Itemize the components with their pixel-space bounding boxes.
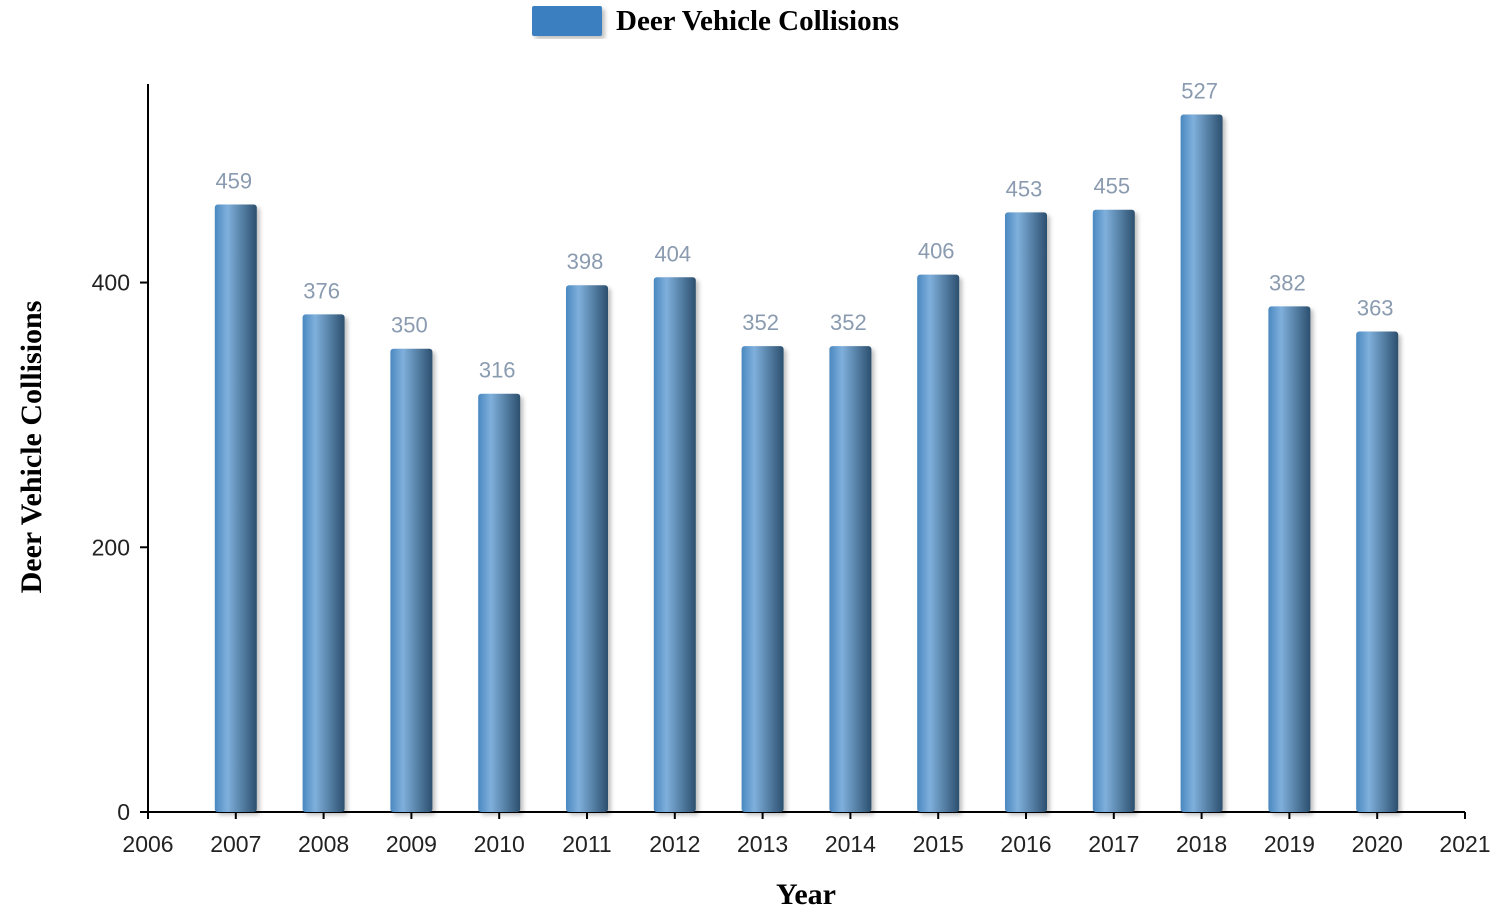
x-tick-label: 2009 — [386, 831, 437, 857]
x-tick-label: 2012 — [649, 831, 700, 857]
x-tick-label: 2015 — [913, 831, 964, 857]
bar-2017 — [1092, 209, 1135, 812]
y-axis-ticks: 0 200 400 — [92, 270, 148, 825]
data-label-2012: 404 — [654, 241, 691, 266]
x-axis-title: Year — [776, 878, 836, 911]
data-label-2009: 350 — [391, 313, 428, 338]
x-tick-label: 2007 — [210, 831, 261, 857]
bar-2010 — [478, 393, 521, 812]
legend: Deer Vehicle Collisions — [532, 5, 899, 37]
data-label-2014: 352 — [830, 310, 867, 335]
data-labels: 459 376 350 316 398 404 352 352 406 453 455 527 382 3… — [215, 78, 1393, 382]
bar-2009 — [390, 348, 433, 812]
x-tick-label: 2021 — [1439, 831, 1490, 857]
legend-label: Deer Vehicle Collisions — [616, 5, 899, 37]
data-label-2016: 453 — [1006, 176, 1043, 201]
x-axis-ticks: 2006 2007 2008 2009 2010 2011 2012 2013 2014 2015… — [122, 812, 1491, 857]
bar-2019 — [1268, 306, 1311, 812]
x-tick-label: 2020 — [1352, 831, 1403, 857]
data-label-2010: 316 — [479, 358, 516, 383]
x-tick-label: 2006 — [122, 831, 173, 857]
x-tick-label: 2018 — [1176, 831, 1227, 857]
x-tick-label: 2019 — [1264, 831, 1315, 857]
data-label-2019: 382 — [1269, 270, 1306, 295]
bar-2018 — [1180, 114, 1223, 813]
x-tick-label: 2017 — [1088, 831, 1139, 857]
bar-2016 — [1005, 212, 1047, 813]
bar-2011 — [566, 285, 608, 812]
data-label-2018: 527 — [1181, 78, 1218, 103]
data-label-2017: 455 — [1093, 174, 1130, 199]
y-tick-label: 400 — [92, 270, 130, 296]
x-tick-label: 2016 — [1000, 831, 1051, 857]
y-tick-label: 0 — [117, 799, 130, 825]
x-tick-label: 2013 — [737, 831, 788, 857]
bar-2007 — [214, 204, 257, 812]
bar-2008 — [302, 314, 345, 812]
bar-2012 — [653, 277, 696, 812]
data-label-2013: 352 — [742, 310, 779, 335]
bars — [214, 114, 1399, 813]
data-label-2015: 406 — [918, 239, 955, 264]
legend-swatch — [532, 6, 602, 36]
data-label-2011: 398 — [567, 249, 604, 274]
x-tick-label: 2008 — [298, 831, 349, 857]
x-tick-label: 2011 — [562, 831, 611, 857]
x-tick-label: 2010 — [474, 831, 525, 857]
y-axis-title: Deer Vehicle Collisions — [15, 301, 48, 594]
bar-2020 — [1356, 331, 1399, 812]
y-tick-label: 200 — [92, 534, 130, 560]
data-label-2008: 376 — [303, 278, 340, 303]
data-label-2007: 459 — [215, 168, 252, 193]
bar-2014 — [829, 346, 872, 812]
bar-2013 — [741, 346, 784, 812]
x-tick-label: 2014 — [825, 831, 876, 857]
data-label-2020: 363 — [1357, 296, 1394, 321]
bar-2015 — [917, 274, 960, 812]
